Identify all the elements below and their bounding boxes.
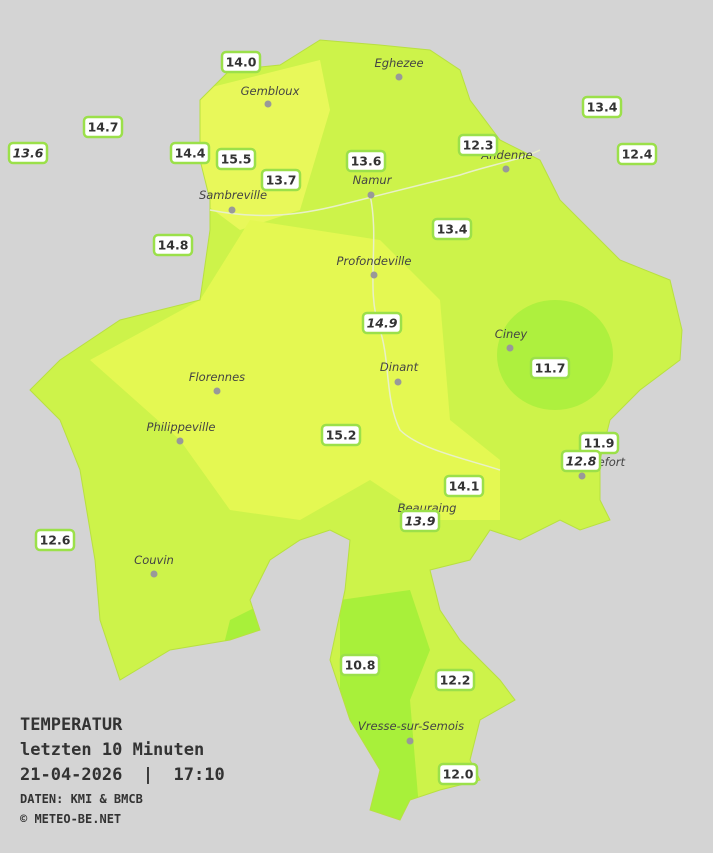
station-box <box>437 762 479 786</box>
station-box <box>339 653 381 677</box>
station-value: 14.7 <box>88 120 119 135</box>
legend-copyright: © METEO-BE.NET <box>20 812 121 826</box>
station-box <box>215 147 257 171</box>
station-value: 15.5 <box>221 152 252 167</box>
station-value: 12.4 <box>622 147 653 162</box>
station-value: 13.6 <box>13 146 44 161</box>
city-label: Ciney <box>495 327 528 341</box>
station-value: 12.6 <box>40 533 71 548</box>
city-dot <box>228 206 236 214</box>
station-box <box>220 50 262 74</box>
station-value: 14.0 <box>226 55 257 70</box>
station-box <box>560 449 602 473</box>
station-box <box>345 149 387 173</box>
station-value: 14.4 <box>175 146 206 161</box>
city-label: Eghezee <box>374 56 423 70</box>
station-box <box>82 115 124 139</box>
station-value: 12.2 <box>440 673 471 688</box>
city-dot <box>264 100 272 108</box>
station-box <box>7 141 49 165</box>
city-label: Florennes <box>189 370 245 384</box>
zone <box>90 220 500 520</box>
station-value: 12.0 <box>443 767 474 782</box>
station-box <box>399 509 441 533</box>
city-dot <box>150 570 158 578</box>
city-dot <box>370 271 378 279</box>
station-box <box>443 474 485 498</box>
station-box <box>616 142 658 166</box>
station-value: 15.2 <box>326 428 357 443</box>
station-value: 13.9 <box>405 514 436 529</box>
city-dot <box>406 737 414 745</box>
city-label: Gembloux <box>241 84 300 98</box>
station-value: 13.4 <box>437 222 468 237</box>
legend-title: TEMPERATUR <box>20 715 123 735</box>
city-label: Vresse-sur-Semois <box>358 719 464 733</box>
city-dot <box>578 472 586 480</box>
station-box <box>457 133 499 157</box>
city-dot <box>394 378 402 386</box>
station-value: 11.9 <box>584 436 615 451</box>
station-value: 14.9 <box>367 316 398 331</box>
station-box <box>320 423 362 447</box>
city-label: Sambreville <box>199 188 267 202</box>
river <box>369 194 501 471</box>
legend-subtitle: letzten 10 Minuten <box>20 740 204 760</box>
city-label: Couvin <box>134 553 174 567</box>
river <box>209 149 541 217</box>
city-dot <box>367 191 375 199</box>
station-value: 14.8 <box>158 238 189 253</box>
station-value: 12.3 <box>463 138 494 153</box>
station-value: 10.8 <box>345 658 376 673</box>
city-label: Namur <box>353 173 393 187</box>
station-box <box>152 233 194 257</box>
station-box <box>169 141 211 165</box>
station-box <box>529 356 571 380</box>
station-value: 11.7 <box>535 361 566 376</box>
station-value: 13.7 <box>266 173 297 188</box>
station-value: 13.4 <box>587 100 618 115</box>
legend-timestamp: 21-04-2026 | 17:10 <box>20 765 225 785</box>
station-box <box>260 168 302 192</box>
station-box <box>431 217 473 241</box>
city-dot <box>176 437 184 445</box>
station-box <box>361 311 403 335</box>
station-box <box>34 528 76 552</box>
legend-source: DATEN: KMI & BMCB <box>20 792 143 806</box>
station-value: 13.6 <box>351 154 382 169</box>
city-label: Philippeville <box>147 420 216 434</box>
city-dot <box>506 344 514 352</box>
city-dot <box>502 165 510 173</box>
station-box <box>581 95 623 119</box>
station-value: 14.1 <box>449 479 480 494</box>
station-box <box>434 668 476 692</box>
city-label: Dinant <box>380 360 419 374</box>
station-value: 12.8 <box>566 454 597 469</box>
city-label: Profondeville <box>337 254 412 268</box>
zone <box>497 300 613 410</box>
city-dot <box>213 387 221 395</box>
city-dot <box>395 73 403 81</box>
